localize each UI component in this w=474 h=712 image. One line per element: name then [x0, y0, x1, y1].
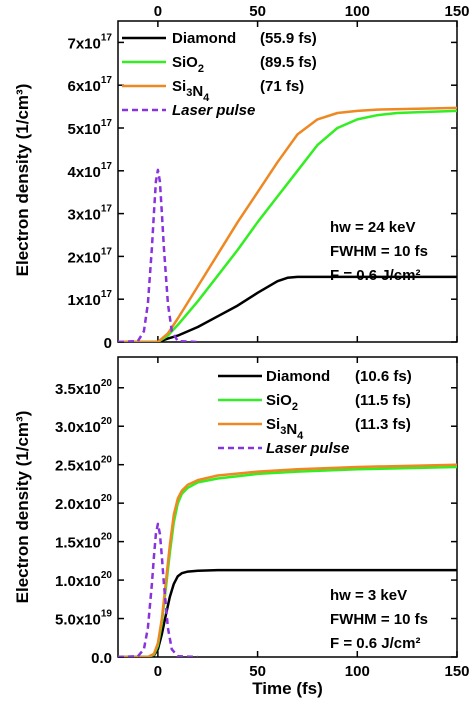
y-tick-exponent: 17	[101, 75, 113, 86]
y-tick-mantissa: 5.0x10	[55, 612, 101, 629]
series-line-si3n4	[118, 106, 457, 342]
legend-text: Si	[266, 416, 280, 433]
legend-subscript: 3	[280, 425, 286, 437]
y-tick-exponent: 17	[101, 32, 113, 43]
legend-label: SiO2	[172, 54, 204, 75]
annotation: FWHM = 10 fs	[330, 611, 428, 628]
legend-label: Diamond	[266, 368, 330, 385]
y-tick-exponent: 20	[101, 378, 113, 389]
y-tick-exponent: 17	[101, 246, 113, 257]
annotation: F = 0.6 J/cm²	[330, 635, 420, 652]
y-tick-exponent: 17	[101, 161, 113, 172]
x-axis-title: Time (fs)	[252, 679, 323, 698]
series-line-sio2	[118, 109, 457, 342]
top-panel: 01x10172x10173x10174x10175x10176x10177x1…	[13, 3, 470, 352]
y-tick-label: 7x1017	[68, 32, 113, 52]
y-tick-exponent: 17	[101, 204, 113, 215]
y-tick-exponent: 20	[101, 455, 113, 466]
legend-label: Diamond	[172, 30, 236, 47]
y-tick-mantissa: 0.0	[91, 650, 112, 667]
x-tick-label: 50	[249, 3, 266, 20]
legend-label: SiO2	[266, 392, 298, 413]
y-tick-exponent: 17	[101, 118, 113, 129]
y-axis-title: Electron density (1/cm³)	[13, 411, 32, 604]
x-tick-label: 150	[444, 663, 469, 680]
y-tick-mantissa: 0	[104, 335, 112, 352]
x-tick-label: 100	[345, 663, 370, 680]
legend-label: Laser pulse	[266, 440, 349, 457]
y-tick-label: 0.0	[91, 650, 112, 667]
legend-subscript: 4	[203, 92, 210, 104]
y-tick-label: 5x1017	[68, 118, 113, 138]
y-tick-mantissa: 5x10	[68, 121, 101, 138]
series-line-si3n4	[118, 463, 457, 657]
y-tick-exponent: 20	[101, 493, 113, 504]
y-tick-label: 1x1017	[68, 289, 113, 309]
series-line-laser-pulse	[118, 522, 198, 657]
y-tick-mantissa: 1x10	[68, 292, 101, 309]
y-tick-mantissa: 2x10	[68, 249, 101, 266]
y-tick-mantissa: 6x10	[68, 78, 101, 95]
y-tick-label: 3.0x1020	[55, 416, 112, 436]
y-tick-label: 2x1017	[68, 246, 113, 266]
legend-time: (11.5 fs)	[355, 392, 411, 409]
y-tick-mantissa: 3x10	[68, 207, 101, 224]
y-tick-label: 1.5x1020	[55, 532, 112, 552]
bottom-panel: 0.05.0x10191.0x10201.5x10202.0x10202.5x1…	[13, 356, 470, 698]
y-tick-label: 3.5x1020	[55, 378, 112, 398]
x-tick-label: 100	[345, 3, 370, 20]
y-tick-label: 4x1017	[68, 161, 113, 181]
annotation: hw = 24 keV	[330, 219, 415, 236]
y-tick-mantissa: 1.0x10	[55, 573, 101, 590]
y-tick-label: 2.0x1020	[55, 493, 112, 513]
legend-subscript: 2	[292, 401, 298, 413]
legend-text: N	[286, 421, 297, 438]
y-tick-exponent: 20	[101, 532, 113, 543]
legend-text: N	[192, 83, 203, 100]
annotation: F = 0.6 J/cm²	[330, 267, 420, 284]
y-tick-mantissa: 1.5x10	[55, 535, 101, 552]
legend-time: (71 fs)	[260, 78, 304, 95]
y-tick-label: 3x1017	[68, 204, 113, 224]
annotation: hw = 3 keV	[330, 587, 407, 604]
legend-time: (10.6 fs)	[355, 368, 412, 385]
y-tick-mantissa: 4x10	[68, 164, 101, 181]
y-tick-exponent: 19	[101, 609, 113, 620]
legend-time: (89.5 fs)	[260, 54, 317, 71]
y-tick-label: 6x1017	[68, 75, 113, 95]
y-tick-exponent: 20	[101, 570, 113, 581]
plot-frame	[117, 356, 458, 658]
legend-text: SiO	[266, 392, 292, 409]
y-tick-mantissa: 2.5x10	[55, 458, 101, 475]
y-tick-mantissa: 7x10	[68, 35, 101, 52]
y-tick-exponent: 20	[101, 416, 113, 427]
y-tick-label: 2.5x1020	[55, 455, 112, 475]
y-tick-label: 0	[104, 335, 112, 352]
legend-subscript: 4	[297, 430, 304, 442]
x-tick-label: 50	[249, 663, 266, 680]
y-tick-label: 5.0x1019	[55, 609, 112, 629]
series-line-laser-pulse	[118, 168, 198, 342]
legend-text: Si	[172, 78, 186, 95]
y-tick-mantissa: 3.5x10	[55, 381, 101, 398]
legend-label: Laser pulse	[172, 102, 255, 119]
y-tick-mantissa: 2.0x10	[55, 496, 101, 513]
legend-time: (55.9 fs)	[260, 30, 317, 47]
legend-time: (11.3 fs)	[355, 416, 411, 433]
annotation: FWHM = 10 fs	[330, 243, 428, 260]
x-tick-label: 0	[154, 3, 162, 20]
legend-label: Si3N4	[266, 416, 304, 442]
legend-subscript: 2	[198, 63, 204, 75]
y-tick-label: 1.0x1020	[55, 570, 112, 590]
x-tick-label: 150	[444, 3, 469, 20]
legend-subscript: 3	[186, 87, 192, 99]
legend-label: Si3N4	[172, 78, 210, 104]
y-tick-exponent: 17	[101, 289, 113, 300]
plot-frame	[117, 20, 458, 343]
y-tick-mantissa: 3.0x10	[55, 419, 101, 436]
x-tick-label: 0	[154, 663, 162, 680]
y-axis-title: Electron density (1/cm³)	[13, 84, 32, 277]
legend-text: SiO	[172, 54, 198, 71]
